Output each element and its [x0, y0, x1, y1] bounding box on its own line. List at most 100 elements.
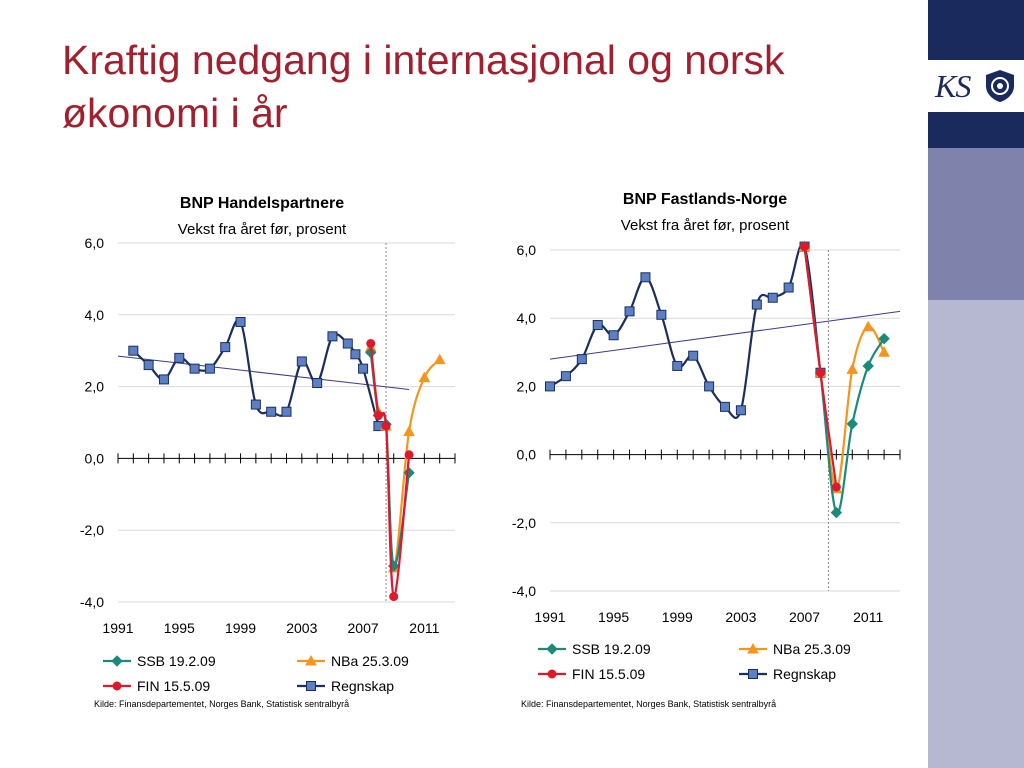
right-data-point-ssb [862, 360, 874, 372]
left-legend-marker-fin [112, 681, 122, 691]
right-data-point-regnskap [751, 299, 762, 310]
left-chart-title: BNP Handelspartnere [180, 195, 344, 212]
left-x-tick-label: 2003 [286, 620, 317, 636]
ks-logo: KS [928, 60, 1024, 112]
left-trend-line [117, 355, 410, 390]
left-data-point-regnskap [158, 374, 169, 385]
right-data-point-regnskap [640, 272, 651, 283]
left-data-point-regnskap [250, 399, 261, 410]
right-data-point-regnskap [560, 371, 571, 382]
sidebar-band-dark-lower [928, 112, 1024, 148]
right-series-regnskap [545, 241, 826, 419]
right-data-point-ssb [846, 418, 858, 430]
right-data-point-regnskap [576, 354, 587, 365]
right-data-point-regnskap [767, 292, 778, 303]
left-legend-label-fin: FIN 15.5.09 [137, 678, 210, 694]
logo-ks-text: KS [935, 68, 971, 104]
left-data-point-nba [433, 353, 446, 365]
right-data-point-nba [862, 320, 875, 332]
right-legend-marker-nba [747, 642, 759, 654]
slide-title: Kraftig nedgang i internasjonal og norsk… [62, 37, 785, 136]
left-data-point-regnskap [220, 342, 231, 353]
left-series-fin [366, 339, 414, 602]
left-data-point-regnskap [327, 331, 338, 342]
right-data-point-regnskap [688, 350, 699, 361]
left-y-tick-label: -2,0 [80, 522, 104, 538]
left-data-point-regnskap [312, 378, 323, 389]
left-data-point-fin [389, 592, 399, 602]
left-data-point-regnskap [235, 316, 246, 327]
right-data-point-regnskap [624, 306, 635, 317]
left-legend-marker-nba [305, 654, 317, 666]
left-source-note: Kilde: Finansdepartementet, Norges Bank,… [94, 699, 349, 709]
decorative-sidebar [928, 0, 1024, 768]
left-data-point-regnskap [296, 356, 307, 367]
right-legend-label-ssb: SSB 19.2.09 [572, 641, 651, 657]
right-data-point-regnskap [735, 405, 746, 416]
left-y-tick-label: 2,0 [85, 379, 105, 395]
sidebar-band-dark [928, 0, 1024, 60]
left-legend-label-nba: NBa 25.3.09 [331, 653, 409, 669]
right-data-point-fin [815, 368, 825, 378]
right-x-tick-label: 1999 [662, 609, 693, 625]
right-x-tick-label: 1991 [534, 609, 565, 625]
left-x-tick-label: 1995 [164, 620, 195, 636]
sidebar-band-mid [928, 148, 1024, 300]
right-series-line-ssb [803, 246, 886, 515]
left-data-point-regnskap [281, 406, 292, 417]
right-legend-label-nba: NBa 25.3.09 [773, 641, 851, 657]
right-x-tick-label: 2007 [789, 609, 820, 625]
right-data-point-regnskap [608, 330, 619, 341]
chart-bnp-handelspartnere: BNP Handelspartnere Vekst fra året før, p… [80, 195, 456, 709]
left-data-point-regnskap [143, 360, 154, 371]
left-legend-marker-ssb [111, 655, 123, 667]
left-y-tick-label: 0,0 [85, 450, 105, 466]
right-series-line-regnskap [549, 242, 822, 419]
right-legend-marker-ssb [546, 643, 558, 655]
left-x-tick-label: 2007 [348, 620, 379, 636]
left-data-point-regnskap [174, 352, 185, 363]
left-data-point-regnskap [128, 345, 139, 356]
right-x-tick-label: 2011 [853, 609, 883, 625]
right-legend-label-fin: FIN 15.5.09 [572, 666, 645, 682]
left-data-point-fin [373, 410, 383, 420]
left-legend-marker-regnskap [306, 681, 316, 691]
crest-seal-icon [986, 70, 1014, 102]
right-trend-line [549, 310, 901, 360]
right-data-point-regnskap [720, 401, 730, 412]
right-x-tick-label: 2003 [725, 609, 756, 625]
right-series-fin [800, 242, 841, 492]
right-chart-subtitle: Vekst fra året før, prosent [621, 217, 790, 234]
right-y-tick-label: -4,0 [512, 583, 536, 599]
right-data-point-nba [846, 363, 859, 374]
left-data-point-regnskap [342, 338, 353, 349]
left-data-point-regnskap [350, 349, 361, 360]
right-data-point-ssb [878, 332, 890, 345]
right-source-note: Kilde: Finansdepartementet, Norges Bank,… [521, 699, 776, 709]
left-data-point-fin [404, 450, 414, 460]
right-data-point-regnskap [704, 381, 715, 392]
right-y-tick-label: -2,0 [512, 515, 536, 531]
chart-bnp-fastlands-norge: BNP Fastlands-Norge Vekst fra året før, p… [512, 191, 901, 709]
right-y-tick-label: 6,0 [517, 242, 537, 258]
right-chart-title: BNP Fastlands-Norge [623, 191, 787, 208]
left-data-point-fin [366, 339, 376, 349]
left-chart-subtitle: Vekst fra året før, prosent [178, 221, 347, 238]
right-data-point-regnskap [672, 360, 683, 371]
right-legend-marker-fin [547, 669, 557, 679]
right-data-point-regnskap [545, 381, 555, 392]
left-x-tick-label: 2011 [409, 620, 439, 636]
left-y-tick-label: 6,0 [85, 235, 105, 251]
left-series-line-fin [369, 343, 411, 598]
right-data-point-fin [800, 242, 810, 252]
right-data-point-regnskap [656, 309, 667, 320]
right-y-tick-label: 4,0 [517, 310, 537, 326]
left-y-tick-label: -4,0 [80, 594, 104, 610]
left-legend-label-regnskap: Regnskap [331, 678, 394, 694]
left-data-point-regnskap [266, 406, 277, 417]
left-data-point-nba [403, 425, 415, 436]
left-data-point-regnskap [358, 363, 369, 374]
left-x-tick-label: 1999 [225, 620, 256, 636]
right-series-ssb [798, 240, 890, 519]
left-data-point-nba [418, 371, 431, 383]
